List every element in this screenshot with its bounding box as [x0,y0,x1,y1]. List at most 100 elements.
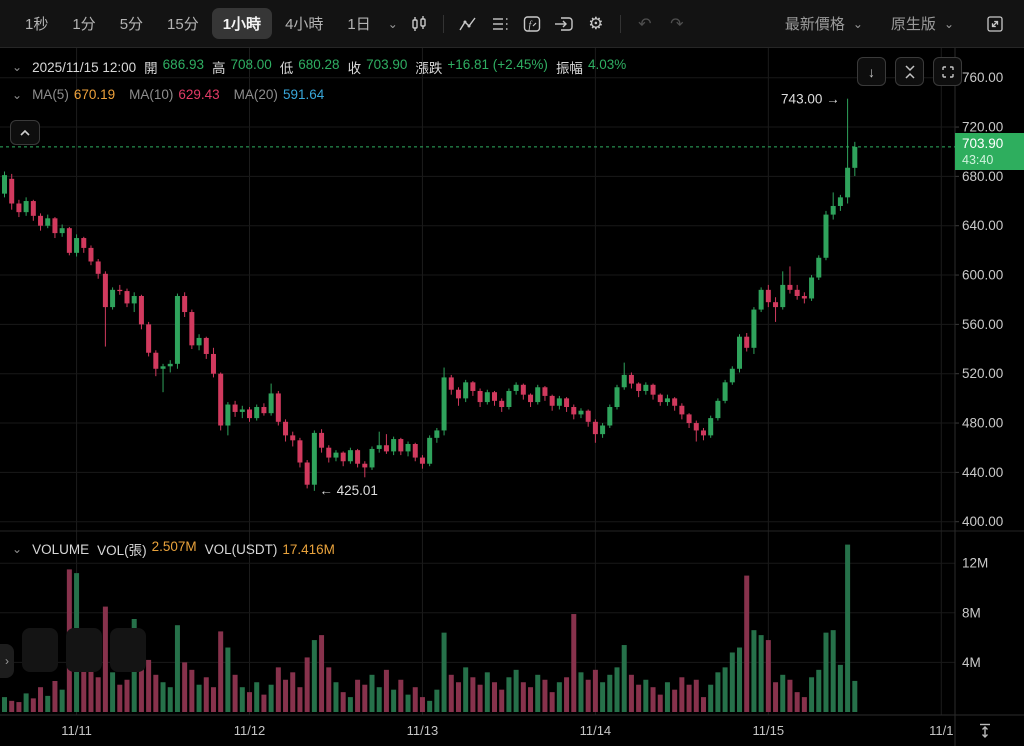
close-value: 703.90 [366,57,408,72]
ma-item: MA(5) 670.19 [32,87,115,102]
timeframe-5分[interactable]: 5分 [119,16,144,33]
low-price-annotation: ← 425.01 [319,483,378,498]
timeframe-1分[interactable]: 1分 [72,16,96,33]
settings-button[interactable]: ⚙ [581,9,611,39]
ma-legend: ⌄ MA(5) 670.19 MA(10) 629.43 MA(20) 591.64 [12,87,324,102]
low-value: 680.28 [298,57,340,72]
ohlc-legend: ⌄ 2025/11/15 12:00 開 686.93 高 708.00 低 680.… [12,57,626,77]
pane-collapse-button[interactable] [10,120,40,145]
open-value: 686.93 [162,57,204,72]
vol-label: VOL(張) [97,543,147,558]
high-label: 高 [211,61,226,76]
chevron-down-icon[interactable]: ⌄ [12,542,23,556]
candle-datetime: 2025/11/15 12:00 [32,59,137,75]
candlestick-icon [412,15,426,31]
vol-usdt-label: VOL(USDT) [204,541,278,557]
chart-toolbar: 1秒 1分 5分 15分 1小時 4小時 1日 ⌄ [0,0,1024,48]
gear-icon: ⚙ [588,13,604,33]
frame-icon [941,65,954,78]
timeframe-group: 1秒 1分 5分 15分 1小時 4小時 1日 [14,8,382,39]
undo-button[interactable]: ↶ [630,9,660,39]
x-axis-label: 11/11 [61,723,92,738]
timeframe-1日[interactable]: 1日 [347,16,371,33]
price-axis-label: 400.00 [962,514,1003,529]
x-axis-label: 11/14 [580,723,612,738]
candle-countdown: 43:40 [962,152,994,167]
ma-value: 591.64 [282,87,325,102]
chart-version-dropdown[interactable]: 原生版 [890,16,936,33]
ma-label: MA(10) [129,87,174,102]
ma-label: MA(20) [233,87,278,102]
change-value: +16.81 (+2.45%) [447,57,548,72]
fx-icon: f [523,15,541,32]
undo-icon: ↶ [638,15,652,33]
redo-button[interactable]: ↷ [662,9,692,39]
price-axis-label: 640.00 [962,218,1003,233]
layout-settings-button[interactable] [485,9,515,39]
price-axis-label: 520.00 [962,366,1003,381]
time-axis-scale-button[interactable] [975,721,995,746]
volume-series[interactable] [2,544,858,712]
amplitude-value: 4.03% [587,57,627,72]
x-axis-label: 11/15 [753,723,785,738]
volume-axis-label: 8M [962,605,981,620]
toolbar-divider [619,14,621,33]
vol-usdt-value: 17.416M [282,541,335,557]
arrow-into-box-icon [554,16,573,31]
indicators-button[interactable] [453,9,483,39]
scroll-to-latest-button[interactable]: ↓ [857,57,886,86]
exchange-watermark [22,628,146,672]
x-axis-label: 11/12 [234,723,266,738]
volume-title: VOLUME [32,541,90,557]
list-icon [492,17,508,30]
price-axis-label: 680.00 [962,169,1003,184]
svg-text:f: f [528,20,532,31]
price-axis-label: 760.00 [962,70,1003,85]
reset-view-button[interactable] [933,57,962,86]
candle-style-button[interactable] [404,9,434,39]
formula-button[interactable]: f [517,9,547,39]
chevron-down-icon[interactable]: ⌄ [852,16,863,31]
last-price-badge[interactable]: 703.90 43:40 [955,132,1024,170]
candlestick-series[interactable] [2,98,858,491]
axis-labels: 11/11 11/12 11/13 11/14 11/15 11/1 760.00 720.0… [61,70,1003,738]
chevron-right-icon: › [5,654,9,668]
chevron-down-icon[interactable]: ⌄ [12,87,23,102]
sidebar-expand-handle[interactable]: › [0,644,14,678]
x-axis-label: 11/13 [407,723,439,738]
x-axis-label: 11/1 [929,723,953,738]
high-price-annotation: 743.00 → [781,92,840,107]
close-label: 收 [347,61,362,76]
compare-button[interactable] [549,9,579,39]
ma-item: MA(10) 629.43 [129,87,220,102]
high-value: 708.00 [230,57,272,72]
timeframe-dropdown-caret-icon[interactable]: ⌄ [387,16,398,31]
ma-value: 670.19 [73,87,116,102]
trend-line-icon [459,17,476,30]
volume-axis-label: 4M [962,655,981,670]
change-label: 漲跌 [415,61,443,76]
arrow-down-icon: ↓ [868,63,875,80]
volume-axis-label: 12M [962,556,988,571]
price-axis-label: 720.00 [962,120,1003,135]
chevron-down-icon[interactable]: ⌄ [12,60,23,74]
collapse-panes-button[interactable] [895,57,924,86]
price-axis-label: 560.00 [962,317,1003,332]
timeframe-1小時[interactable]: 1小時 [211,8,273,39]
chart-quick-buttons: ↓ [857,57,962,86]
gridlines [0,48,959,715]
price-axis-label: 440.00 [962,465,1003,480]
toolbar-right: 最新價格 ⌄ 原生版 ⌄ [783,9,1010,39]
timeframe-4小時[interactable]: 4小時 [285,16,324,33]
open-label: 開 [144,61,158,76]
timeframe-15分[interactable]: 15分 [167,16,199,33]
compress-icon [904,64,915,79]
timeframe-1秒[interactable]: 1秒 [25,16,49,33]
price-mode-dropdown[interactable]: 最新價格 [784,16,845,33]
low-label: 低 [279,61,294,76]
fullscreen-button[interactable] [980,9,1010,39]
chevron-up-icon [20,129,30,136]
chevron-down-icon[interactable]: ⌄ [943,16,954,31]
redo-icon: ↷ [670,15,684,33]
